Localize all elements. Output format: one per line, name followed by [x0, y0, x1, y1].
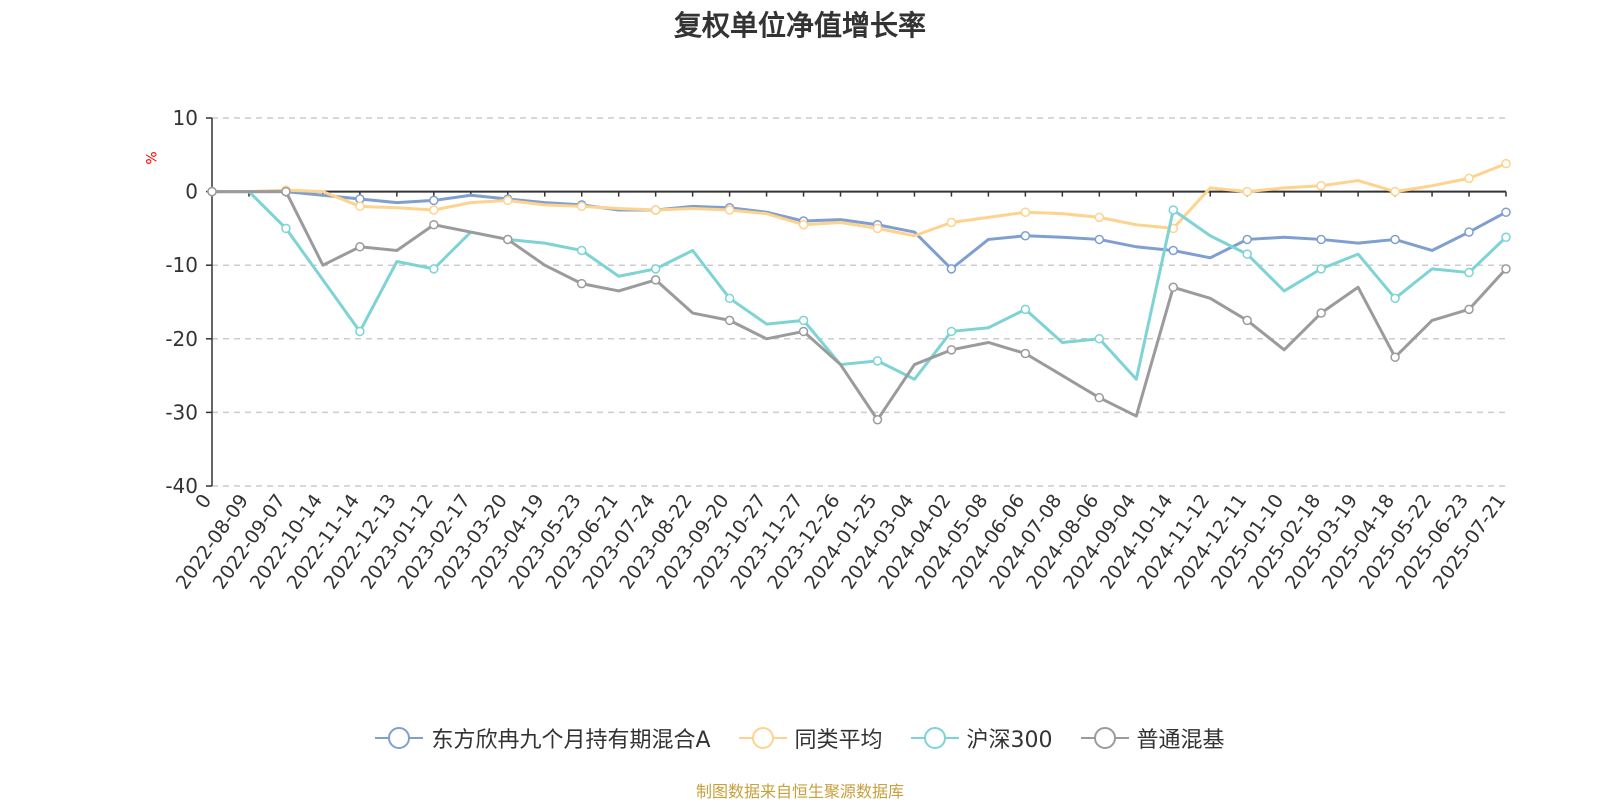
- data-point: [1020, 304, 1031, 315]
- y-tick-label: -20: [165, 327, 198, 351]
- legend-marker-icon: [910, 726, 959, 750]
- data-point: [429, 195, 439, 206]
- data-point: [1316, 264, 1326, 274]
- series-line: [212, 162, 1507, 238]
- x-tick-label: 0: [191, 490, 216, 513]
- data-point: [207, 186, 217, 197]
- data-point: [1390, 352, 1400, 362]
- y-tick-label: -10: [165, 253, 198, 277]
- y-tick-label: -30: [165, 400, 198, 424]
- data-point: [650, 264, 661, 274]
- data-point: [576, 201, 587, 212]
- series-line: [212, 190, 1507, 271]
- data-point: [798, 326, 809, 337]
- data-point: [1501, 207, 1511, 217]
- data-point: [1316, 180, 1326, 191]
- y-tick-label: -40: [165, 474, 198, 498]
- data-point: [576, 245, 587, 256]
- data-point: [1094, 212, 1105, 223]
- series-line: [212, 190, 1508, 422]
- data-point: [1094, 392, 1105, 403]
- data-point: [429, 264, 439, 274]
- data-point: [872, 223, 883, 234]
- data-point: [724, 293, 735, 304]
- data-point: [724, 315, 735, 326]
- data-point: [1501, 264, 1511, 274]
- legend-label: 同类平均: [794, 728, 883, 753]
- data-point: [1464, 227, 1474, 237]
- data-point: [946, 264, 957, 274]
- legend-marker-icon: [1080, 726, 1129, 750]
- data-point: [281, 186, 291, 197]
- data-point: [1242, 234, 1252, 245]
- data-point: [1242, 186, 1252, 197]
- series-line: [212, 190, 1508, 381]
- y-tick-label: 10: [173, 106, 198, 130]
- legend-item[interactable]: 同类平均: [738, 722, 883, 754]
- legend-item[interactable]: 普通混基: [1080, 722, 1225, 754]
- data-point: [1020, 231, 1031, 241]
- data-point: [355, 242, 365, 252]
- data-point: [1501, 158, 1511, 169]
- source-note: 制图数据来自恒生聚源数据库: [695, 782, 904, 801]
- legend-label: 沪深300: [966, 728, 1053, 753]
- data-point: [798, 315, 809, 326]
- legend-label: 普通混基: [1136, 728, 1225, 753]
- data-point: [946, 345, 957, 355]
- data-point: [1020, 207, 1031, 217]
- data-point: [1501, 232, 1511, 242]
- data-point: [355, 326, 365, 337]
- y-tick-label: 0: [185, 180, 198, 204]
- data-point: [1464, 173, 1474, 184]
- data-point: [1390, 293, 1400, 304]
- data-point: [503, 195, 513, 206]
- plot-area: 100-10-20-30-4002022-08-092022-09-072022…: [165, 106, 1511, 593]
- data-point: [503, 234, 513, 245]
- legend-marker-icon: [738, 726, 787, 750]
- data-point: [1316, 234, 1326, 245]
- data-point: [281, 223, 291, 234]
- data-point: [1242, 315, 1252, 326]
- data-point: [1464, 304, 1474, 315]
- data-point: [650, 205, 661, 215]
- data-point: [872, 415, 883, 425]
- legend: 东方欣冉九个月持有期混合A 同类平均 沪深300 普通混基: [0, 722, 1600, 754]
- data-point: [1094, 334, 1105, 344]
- data-point: [1094, 234, 1105, 245]
- data-point: [1020, 348, 1031, 359]
- data-point: [1242, 249, 1252, 259]
- data-point: [1316, 308, 1326, 318]
- data-point: [355, 201, 365, 212]
- data-point: [1168, 282, 1179, 293]
- data-point: [1168, 245, 1179, 256]
- legend-label: 东方欣冉九个月持有期混合A: [431, 728, 711, 753]
- data-point: [1168, 205, 1179, 215]
- data-point: [946, 217, 957, 228]
- data-point: [798, 219, 809, 230]
- data-point: [429, 219, 439, 230]
- data-point: [576, 278, 587, 289]
- chart-title: 复权单位净值增长率: [673, 9, 926, 42]
- data-point: [724, 205, 735, 215]
- data-point: [1464, 267, 1474, 278]
- legend-marker-icon: [375, 726, 424, 750]
- data-point: [872, 356, 883, 366]
- data-point: [946, 326, 957, 337]
- data-point: [429, 205, 439, 215]
- legend-item[interactable]: 东方欣冉九个月持有期混合A: [375, 722, 711, 754]
- legend-item[interactable]: 沪深300: [910, 722, 1053, 754]
- data-point: [650, 275, 661, 285]
- data-point: [1390, 186, 1400, 197]
- data-point: [1390, 234, 1400, 245]
